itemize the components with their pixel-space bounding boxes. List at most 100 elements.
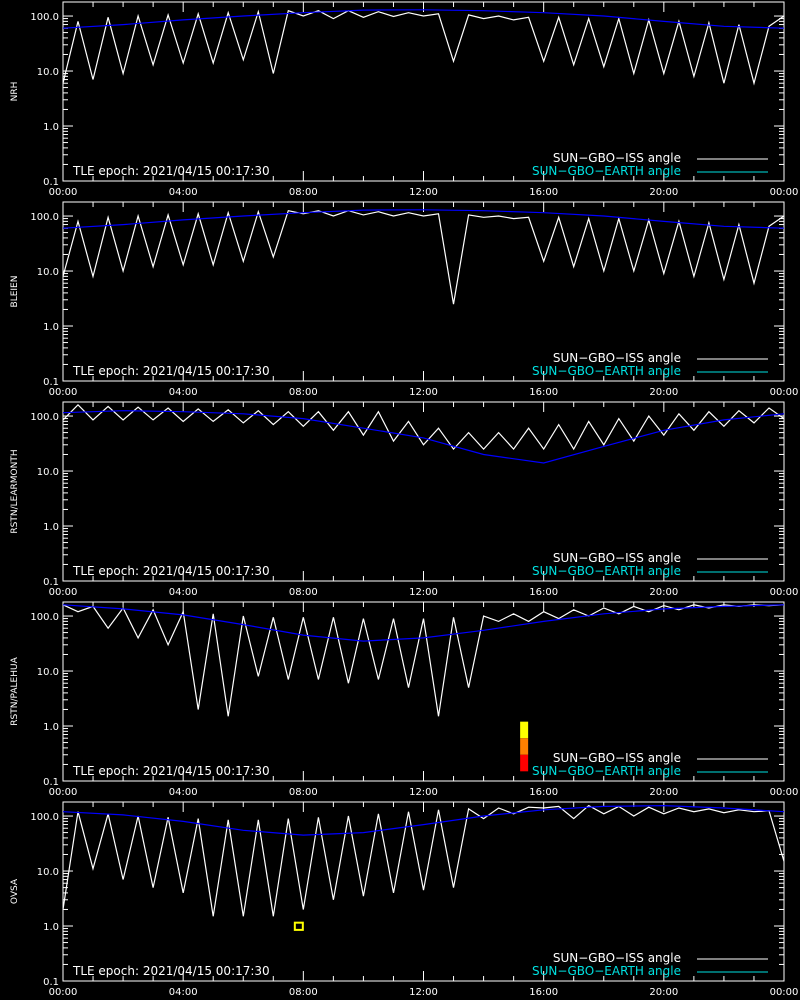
x-tick-label: 04:00	[169, 387, 198, 398]
x-tick-label: 20:00	[649, 587, 678, 598]
x-tick-label: 16:00	[529, 787, 558, 798]
series-iss-angle	[62, 403, 785, 451]
x-tick-label: 20:00	[649, 987, 678, 998]
y-axis-label: OVSA	[10, 878, 20, 904]
x-tick-label: 20:00	[649, 787, 678, 798]
series-iss-angle	[62, 9, 785, 86]
x-tick-label: 12:00	[409, 187, 438, 198]
y-tick-label: 0.1	[43, 777, 59, 788]
tle-epoch-annotation: TLE epoch: 2021/04/15 00:17:30	[72, 964, 270, 978]
y-axis: 0.1 1.0 10.0 100.0	[30, 812, 784, 988]
y-tick-label: 0.1	[43, 977, 59, 988]
tle-epoch-annotation: TLE epoch: 2021/04/15 00:17:30	[72, 564, 270, 578]
y-tick-label: 100.0	[30, 212, 59, 223]
x-tick-label: 08:00	[289, 787, 318, 798]
y-tick-label: 10.0	[37, 67, 59, 78]
x-tick-label: 00:00	[770, 987, 799, 998]
x-tick-label: 20:00	[649, 187, 678, 198]
series-earth-angle	[62, 9, 785, 29]
tle-epoch-annotation: TLE epoch: 2021/04/15 00:17:30	[72, 364, 270, 378]
x-tick-label: 04:00	[169, 187, 198, 198]
chart-panel-4: 0.1 1.0 10.0 100.0 RSTN/PALEHUA 00:00 04:00 08:…	[10, 601, 799, 798]
chart-panel-2: 0.1 1.0 10.0 100.0 BLEIEN 00:00 04:00 08:00 12:0…	[10, 201, 799, 398]
y-tick-label: 0.1	[43, 177, 59, 188]
x-tick-label: 00:00	[770, 787, 799, 798]
y-axis: 0.1 1.0 10.0 100.0	[30, 212, 784, 388]
x-tick-label: 08:00	[289, 587, 318, 598]
legend-earth-label: SUN−GBO−EARTH angle	[532, 964, 681, 978]
y-axis: 0.1 1.0 10.0 100.0	[30, 612, 784, 788]
x-axis: 00:00 04:00 08:00 12:00 16:00 20:00 00:00	[49, 2, 799, 198]
x-tick-label: 16:00	[529, 387, 558, 398]
series-earth-angle	[62, 410, 785, 464]
y-tick-label: 100.0	[30, 612, 59, 623]
x-tick-label: 00:00	[49, 387, 78, 398]
legend-iss-label: SUN−GBO−ISS angle	[553, 551, 681, 565]
series-earth-angle	[62, 209, 785, 229]
legend-earth-label: SUN−GBO−EARTH angle	[532, 564, 681, 578]
y-tick-label: 10.0	[37, 867, 59, 878]
x-tick-label: 08:00	[289, 187, 318, 198]
x-tick-label: 04:00	[169, 787, 198, 798]
y-axis: 0.1 1.0 10.0 100.0	[30, 412, 784, 588]
x-tick-label: 00:00	[49, 587, 78, 598]
series-iss-angle	[62, 804, 785, 917]
chart-panel-1: 0.1 1.0 10.0 100.0 NRH 00:00 04:00 08:00 12:00 16…	[10, 1, 799, 198]
y-tick-label: 100.0	[30, 412, 59, 423]
x-tick-label: 20:00	[649, 387, 678, 398]
y-tick-label: 10.0	[37, 667, 59, 678]
x-tick-label: 16:00	[529, 987, 558, 998]
x-tick-label: 16:00	[529, 187, 558, 198]
x-tick-label: 12:00	[409, 587, 438, 598]
legend-iss-label: SUN−GBO−ISS angle	[553, 351, 681, 365]
series-earth-angle	[62, 604, 785, 642]
y-tick-label: 1.0	[43, 522, 59, 533]
x-tick-label: 00:00	[770, 387, 799, 398]
legend-earth-label: SUN−GBO−EARTH angle	[532, 364, 681, 378]
event-marker	[520, 754, 529, 772]
y-tick-label: 0.1	[43, 577, 59, 588]
x-tick-label: 12:00	[409, 987, 438, 998]
x-tick-label: 12:00	[409, 787, 438, 798]
event-marker	[293, 921, 304, 931]
x-tick-label: 00:00	[49, 987, 78, 998]
y-tick-label: 1.0	[43, 122, 59, 133]
chart-panel-5: 0.1 1.0 10.0 100.0 OVSA 00:00 04:00 08:00 12:00 1…	[10, 801, 799, 998]
chart-panels: 0.1 1.0 10.0 100.0 NRH 00:00 04:00 08:00 12:00 16…	[10, 1, 799, 998]
x-tick-label: 00:00	[770, 587, 799, 598]
legend-iss-label: SUN−GBO−ISS angle	[553, 751, 681, 765]
tle-epoch-annotation: TLE epoch: 2021/04/15 00:17:30	[72, 164, 270, 178]
y-tick-label: 1.0	[43, 322, 59, 333]
y-axis-label: RSTN/PALEHUA	[10, 656, 20, 725]
y-tick-label: 0.1	[43, 377, 59, 388]
legend-iss-label: SUN−GBO−ISS angle	[553, 151, 681, 165]
series-earth-angle	[62, 804, 785, 836]
x-tick-label: 08:00	[289, 387, 318, 398]
y-tick-label: 1.0	[43, 722, 59, 733]
x-tick-label: 08:00	[289, 987, 318, 998]
x-tick-label: 16:00	[529, 587, 558, 598]
series-iss-angle	[62, 604, 785, 717]
y-tick-label: 10.0	[37, 267, 59, 278]
y-tick-label: 100.0	[30, 12, 59, 23]
y-tick-label: 1.0	[43, 922, 59, 933]
y-tick-label: 10.0	[37, 467, 59, 478]
y-tick-label: 100.0	[30, 812, 59, 823]
legend-iss-label: SUN−GBO−ISS angle	[553, 951, 681, 965]
y-axis-label: RSTN/LEARMONTH	[10, 449, 20, 533]
y-axis-label: NRH	[10, 82, 20, 102]
x-tick-label: 12:00	[409, 387, 438, 398]
x-tick-label: 00:00	[770, 187, 799, 198]
x-axis: 00:00 04:00 08:00 12:00 16:00 20:00 00:00	[49, 202, 799, 398]
x-tick-label: 04:00	[169, 987, 198, 998]
y-axis: 0.1 1.0 10.0 100.0	[30, 12, 784, 188]
tle-epoch-annotation: TLE epoch: 2021/04/15 00:17:30	[72, 764, 270, 778]
